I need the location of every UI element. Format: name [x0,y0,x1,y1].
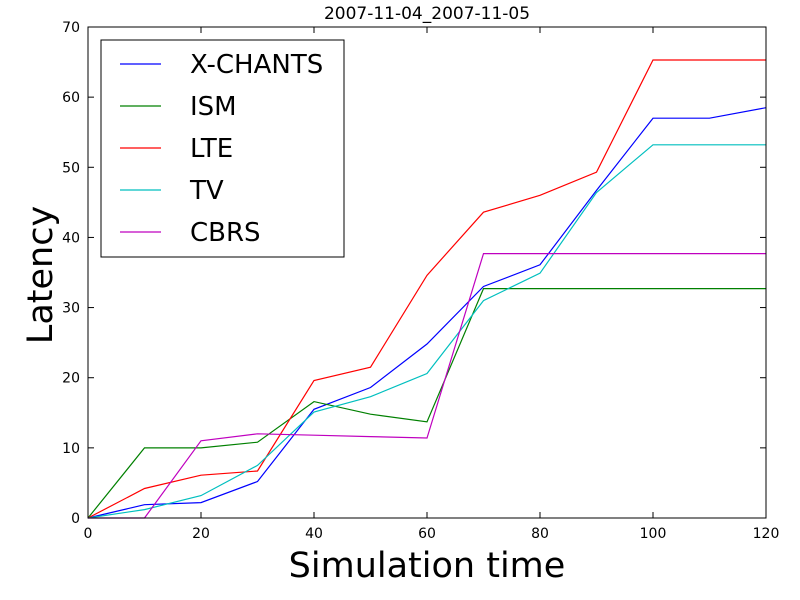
series-line-lte [87,59,766,519]
x-tick-label: 100 [640,526,667,542]
data-series [87,59,767,519]
series-line-tv [87,144,766,519]
legend-label-cbrs: CBRS [190,218,261,248]
x-axis-label: Simulation time [289,546,566,586]
axis-ticks: 0 20 40 60 80 100 120 0 10 20 30 40 50 60 70 [62,20,779,542]
legend-label-tv: TV [189,176,224,206]
legend: X-CHANTS ISM LTE TV CBRS [100,39,345,258]
x-tick-label: 80 [531,526,549,542]
y-tick-label: 70 [62,20,80,36]
x-tick-label: 40 [305,526,323,542]
y-tick-label: 50 [62,160,80,176]
legend-label-lte: LTE [190,134,233,164]
legend-label-ism: ISM [190,92,237,122]
y-tick-label: 60 [62,90,80,106]
y-tick-label: 10 [62,441,80,457]
series-line-ism [87,288,766,519]
x-tick-label: 0 [84,526,93,542]
x-tick-label: 60 [418,526,436,542]
plot-frame [87,26,767,519]
x-tick-label: 120 [753,526,780,542]
y-tick-label: 40 [62,230,80,246]
y-tick-label: 0 [71,511,80,527]
legend-label-x-chants: X-CHANTS [190,50,323,80]
series-line-x-chants [87,107,767,519]
y-axis-label: Latency [21,206,61,344]
x-tick-label: 20 [192,526,210,542]
y-tick-label: 20 [62,371,80,387]
series-line-cbrs [88,253,766,519]
chart-title: 2007-11-04_2007-11-05 [324,4,530,24]
y-tick-label: 30 [62,301,80,317]
